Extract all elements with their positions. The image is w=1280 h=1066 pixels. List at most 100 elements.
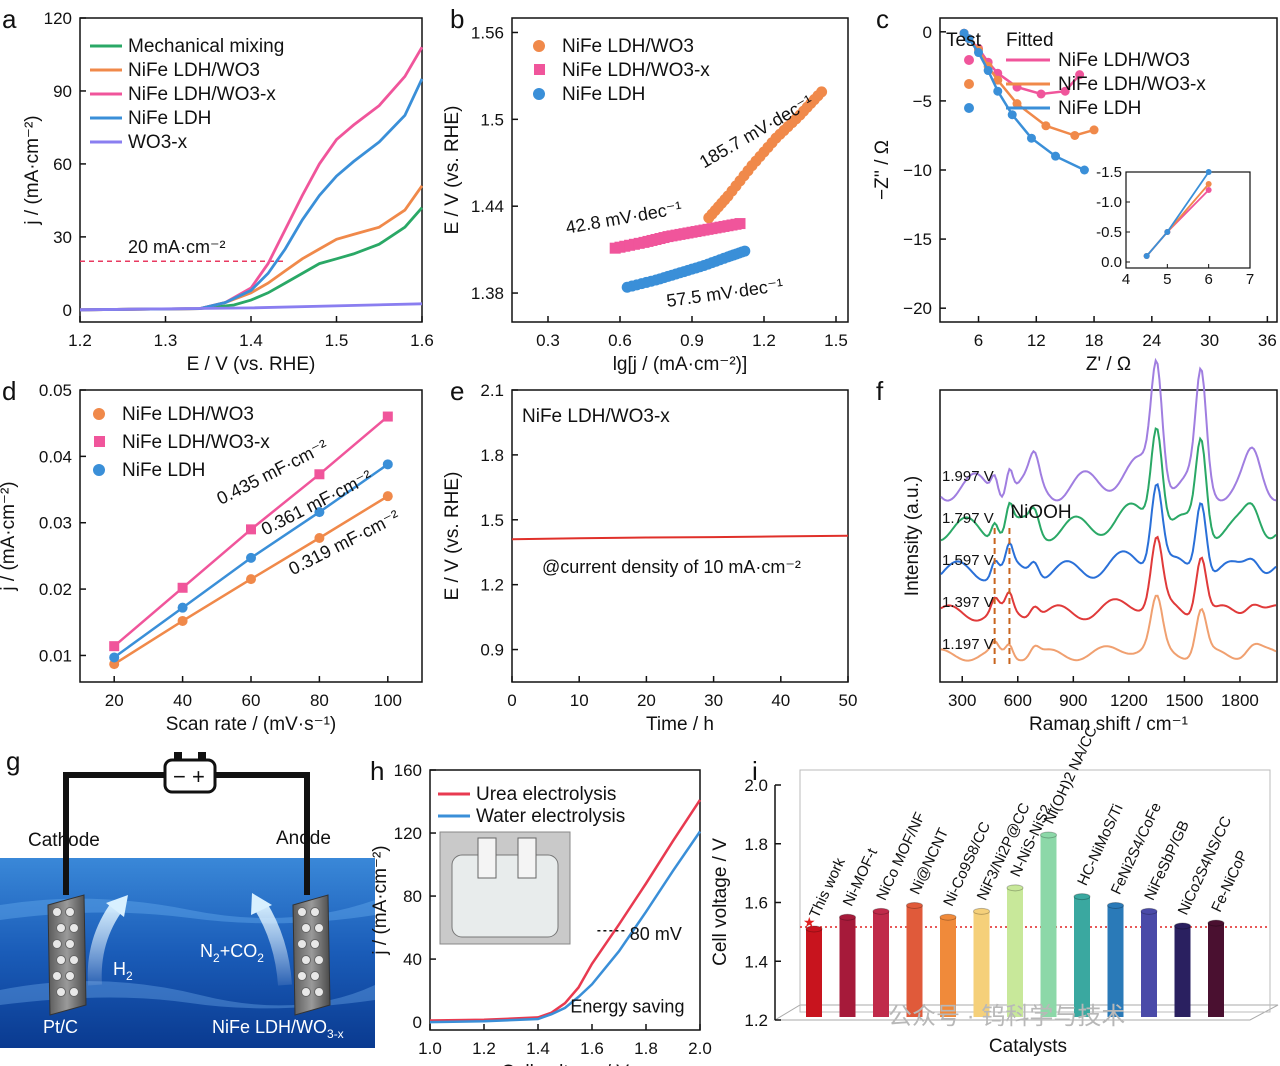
catalyst-particle (314, 923, 324, 933)
bar (940, 917, 956, 1017)
data-point (1075, 70, 1085, 80)
x-tick-label: 36 (1258, 331, 1277, 350)
bar (1107, 905, 1124, 1017)
legend-header-fitted: Fitted (1006, 30, 1054, 51)
this-work-star-icon: ★ (803, 914, 816, 930)
bar-cap (1174, 922, 1191, 930)
y-tick-label: 1.4 (744, 952, 768, 971)
data-point (1007, 110, 1017, 120)
legend-label: NiFe LDH/WO3 (1058, 50, 1190, 71)
x-tick-label: 20 (105, 691, 124, 710)
catalyst-dots (297, 907, 324, 997)
x-tick-label: 30 (1200, 331, 1219, 350)
bar (1007, 887, 1023, 1017)
battery-terminal (174, 752, 182, 760)
x-tick-label: 30 (704, 691, 723, 710)
legend-label: NiFe LDH/WO3 (122, 404, 254, 425)
panel-letter-i: i (752, 756, 758, 786)
y-tick-label: 0.02 (39, 580, 72, 599)
legend-header-test: Test (946, 30, 982, 51)
x-axis-label: Z' / Ω (1086, 354, 1131, 375)
y-tick-label: 1.2 (744, 1011, 768, 1030)
shift-annotation: 80 mV (630, 924, 682, 944)
y-axis-label: j / (mA·cm⁻²) (22, 115, 43, 225)
data-point (109, 652, 120, 663)
x-tick-label: 18 (1085, 331, 1104, 350)
legend-label: NiFe LDH (562, 84, 645, 105)
x-tick-label: 12 (1027, 331, 1046, 350)
spectrum-line (940, 357, 1277, 502)
x-tick-label: 1.4 (239, 331, 263, 350)
legend-swatch (93, 464, 105, 476)
bar-cap (872, 907, 890, 915)
legend-label: NiFe LDH/WO3-x (128, 84, 276, 105)
wave (0, 981, 375, 1009)
data-point (1060, 86, 1070, 96)
bar (1141, 911, 1157, 1017)
x-tick-label: 1.3 (154, 331, 178, 350)
data-point (1070, 130, 1080, 140)
data-point (993, 75, 1003, 85)
schematic-panel: g − + Cathode Anode H2 N2+CO2 Pt/C NiFe … (0, 746, 375, 1048)
catalyst-particle (52, 971, 62, 981)
catalyst-particle (65, 907, 75, 917)
legend-label: NiFe LDH (1058, 98, 1141, 119)
inset-point (1205, 187, 1212, 193)
n2co2-label: N2+CO2 (200, 941, 264, 965)
inset-point (1205, 181, 1212, 187)
legend-label: Urea electrolysis (476, 784, 616, 805)
bar-cap (939, 913, 957, 921)
bar (873, 911, 889, 1017)
series-line (429, 799, 702, 1022)
y-tick-label: 1.6 (744, 894, 768, 913)
series-line (429, 830, 702, 1024)
bar (906, 905, 923, 1017)
inset-x-tick-label: 7 (1246, 271, 1254, 288)
y-tick-label: 120 (394, 824, 422, 843)
data-point (109, 641, 120, 652)
x-tick-label: 6 (974, 331, 983, 350)
data-point (1041, 121, 1051, 131)
y-tick-label: −10 (903, 161, 932, 180)
co2-arrow-head (251, 893, 272, 915)
x-tick-label: 20 (637, 691, 656, 710)
y-tick-label: 160 (394, 761, 422, 780)
spectrum-line (940, 427, 1277, 542)
x-tick-label: 1.2 (68, 331, 92, 350)
chart-panel-a: a 1.2 1.3 1.4 1.5 1.6 0 30 60 90 120 E / V (vs. RHE… (2, 4, 434, 375)
legend-swatch (533, 40, 545, 52)
y-tick-label: 1.56 (471, 23, 504, 42)
data-point (177, 582, 188, 593)
data-point (246, 552, 256, 563)
chart-title: NiFe LDH/WO3-x (522, 406, 670, 427)
inset-point (1205, 169, 1212, 175)
y-tick-label: 30 (53, 228, 72, 247)
data-point (993, 86, 1003, 96)
x-tick-label: 1500 (1166, 691, 1204, 710)
y-tick-label: 40 (403, 950, 422, 969)
bar (839, 917, 856, 1017)
legend-label: Mechanical mixing (128, 36, 284, 57)
x-tick-label: 40 (173, 691, 192, 710)
inset-x-tick-label: 4 (1122, 271, 1130, 288)
data-point (382, 459, 393, 470)
catalyst-particle (301, 987, 311, 997)
ptc-label: Pt/C (43, 1017, 78, 1037)
y-axis-label: −Z'' / Ω (872, 140, 893, 200)
catalyst-particle (310, 907, 320, 917)
plot-frame (511, 17, 849, 323)
data-point (1089, 125, 1099, 135)
energy-annotation: Energy saving (570, 997, 684, 1017)
y-tick-label: 0 (63, 301, 72, 320)
x-tick-label: 1.2 (752, 331, 776, 350)
voltage-label: 1.797 V (942, 510, 994, 527)
legend-swatch (964, 55, 974, 65)
y-tick-label: 1.2 (480, 576, 504, 595)
bar-cap (1107, 901, 1124, 909)
catalyst-particle (56, 955, 66, 965)
x-axis-label: Raman shift / cm⁻¹ (1029, 714, 1188, 735)
inset-x-tick-label: 6 (1204, 271, 1212, 288)
x-tick-label: 24 (1142, 331, 1161, 350)
x-axis-label: E / V (vs. RHE) (187, 354, 316, 375)
data-point (1036, 89, 1046, 99)
